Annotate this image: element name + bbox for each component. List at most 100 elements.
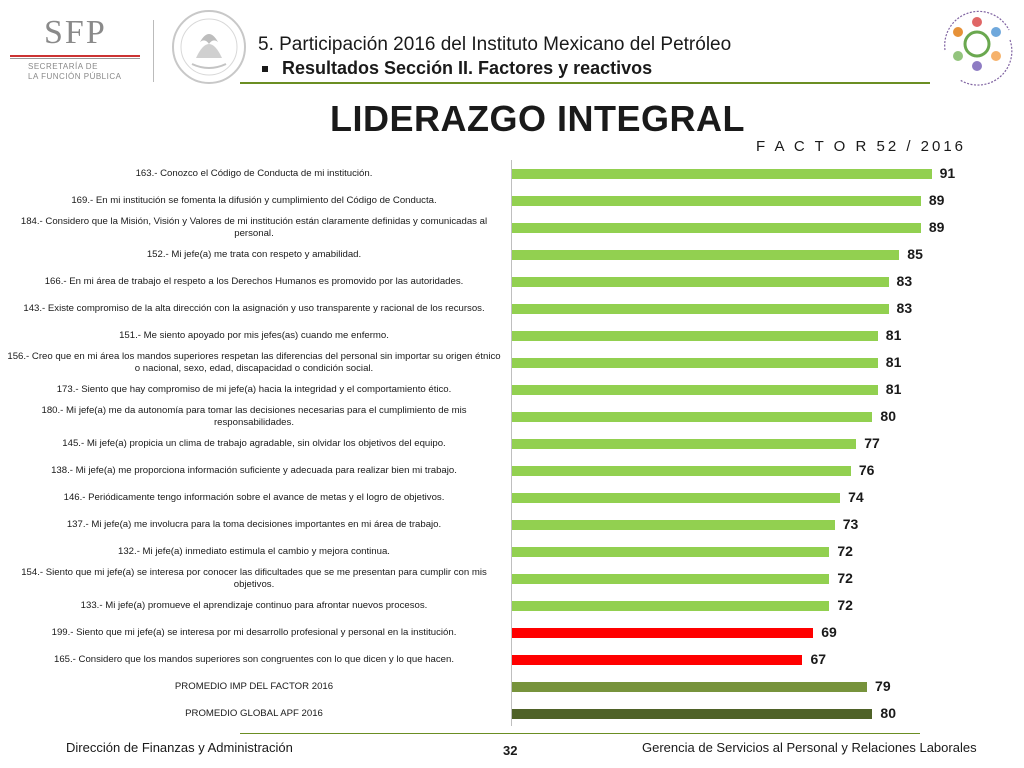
- category-label: 133.- Mi jefe(a) promueve el aprendizaje…: [4, 592, 504, 619]
- category-label: 166.- En mi área de trabajo el respeto a…: [4, 269, 504, 296]
- bar-value-label: 89: [928, 192, 945, 209]
- category-label: 163.- Conozco el Código de Conducta de m…: [4, 161, 504, 188]
- category-label-text: 180.- Mi jefe(a) me da autonomía para to…: [41, 405, 467, 429]
- bar-value-label: 83: [896, 273, 913, 290]
- footer-rule: [240, 733, 920, 734]
- category-label-text: 169.- En mi institución se fomenta la di…: [71, 195, 437, 207]
- bar: [512, 546, 830, 557]
- bar: [512, 519, 835, 530]
- category-label-text: 163.- Conozco el Código de Conducta de m…: [135, 168, 373, 180]
- category-label-text: 151.- Me siento apoyado por mis jefes(as…: [119, 330, 389, 342]
- category-label-text: 137.- Mi jefe(a) me involucra para la to…: [66, 518, 442, 530]
- category-label: PROMEDIO IMP DEL FACTOR 2016: [4, 673, 504, 700]
- bar-value-label: 81: [885, 381, 902, 398]
- category-label-text: 145.- Mi jefe(a) propicia un clima de tr…: [62, 437, 446, 449]
- category-label: PROMEDIO GLOBAL APF 2016: [4, 700, 504, 727]
- category-label: 165.- Considero que los mandos superiore…: [4, 646, 504, 673]
- bar: [512, 627, 814, 638]
- bar-value-label: 89: [928, 219, 945, 236]
- bar-value-label: 83: [896, 300, 913, 317]
- sfp-logo-subtitle-1: SECRETARÍA DE: [28, 62, 98, 71]
- bar-value-label: 69: [821, 623, 837, 640]
- category-label: 151.- Me siento apoyado por mis jefes(as…: [4, 323, 504, 350]
- footer-department: Dirección de Finanzas y Administración: [66, 740, 293, 755]
- category-label: 173.- Siento que hay compromiso de mi je…: [4, 377, 504, 404]
- bar-value-label: 73: [842, 515, 859, 532]
- mexico-coat-of-arms-icon: [172, 10, 246, 84]
- bar-value-label: 67: [810, 650, 827, 667]
- category-label-text: 132.- Mi jefe(a) inmediato estimula el c…: [118, 545, 390, 557]
- bar: [512, 169, 932, 180]
- category-label: 180.- Mi jefe(a) me da autonomía para to…: [4, 404, 504, 431]
- category-label-text: 146.- Periódicamente tengo información s…: [63, 491, 445, 503]
- bar: [512, 708, 873, 719]
- sfp-logo-rule-thin: [10, 58, 140, 59]
- bullet-icon: [262, 66, 268, 73]
- bar-value-label: 74: [848, 488, 864, 505]
- sfp-logo-letters: SFP: [44, 14, 107, 51]
- category-label-text: 166.- En mi área de trabajo el respeto a…: [44, 276, 464, 288]
- category-label-text: 138.- Mi jefe(a) me proporciona informac…: [51, 464, 457, 476]
- category-label-text: 199.- Siento que mi jefe(a) se interesa …: [51, 626, 457, 638]
- category-label-text: 152.- Mi jefe(a) me trata con respeto y …: [146, 249, 362, 261]
- bar-value-label: 72: [837, 596, 853, 613]
- category-label-text: 156.- Creo que en mi área los mandos sup…: [7, 351, 501, 375]
- sfp-logo-subtitle-2: LA FUNCIÓN PÚBLICA: [28, 72, 122, 81]
- bar: [512, 304, 889, 315]
- category-label: 184.- Considero que la Misión, Visión y …: [4, 215, 504, 242]
- norma-igualdad-logo-icon: [944, 10, 1013, 86]
- report-section-subtitle-text: Resultados Sección II. Factores y reacti…: [282, 58, 653, 78]
- category-label: 152.- Mi jefe(a) me trata con respeto y …: [4, 242, 504, 269]
- bar-value-label: 72: [837, 542, 853, 559]
- bar-value-label: 80: [880, 408, 896, 425]
- category-label-text: 184.- Considero que la Misión, Visión y …: [20, 216, 488, 240]
- bar-value-label: 81: [885, 327, 902, 344]
- category-label: 156.- Creo que en mi área los mandos sup…: [4, 350, 504, 377]
- header-rule: [240, 82, 930, 84]
- bar-value-label: 91: [939, 165, 956, 182]
- category-label: 199.- Siento que mi jefe(a) se interesa …: [4, 619, 504, 646]
- category-label-text: PROMEDIO IMP DEL FACTOR 2016: [174, 680, 334, 692]
- bar: [512, 439, 857, 449]
- category-label: 138.- Mi jefe(a) me proporciona informac…: [4, 457, 504, 484]
- chart-subtitle: F A C T O R 52 / 2016: [756, 138, 967, 155]
- bar: [512, 681, 868, 692]
- category-label: 154.- Siento que mi jefe(a) se interesa …: [4, 565, 504, 592]
- report-section-title: 5. Participación 2016 del Instituto Mexi…: [258, 34, 732, 55]
- bar: [512, 573, 830, 584]
- category-label-text: 143.- Existe compromiso de la alta direc…: [23, 303, 485, 315]
- bar-chart: 163.- Conozco el Código de Conducta de m…: [0, 160, 1024, 726]
- bar: [512, 277, 889, 288]
- bar: [512, 331, 878, 342]
- category-label: 146.- Periódicamente tengo información s…: [4, 484, 504, 511]
- category-label: 143.- Existe compromiso de la alta direc…: [4, 296, 504, 323]
- bar-value-label: 80: [880, 704, 896, 721]
- category-label: 169.- En mi institución se fomenta la di…: [4, 188, 504, 215]
- bar: [512, 196, 921, 207]
- bar: [512, 654, 803, 665]
- bar: [512, 412, 873, 423]
- bar-value-label: 77: [864, 435, 880, 451]
- category-label-text: 154.- Siento que mi jefe(a) se interesa …: [21, 566, 487, 590]
- footer-office: Gerencia de Servicios al Personal y Rela…: [642, 740, 977, 755]
- bar: [512, 358, 878, 369]
- chart-axis: [511, 160, 512, 726]
- sfp-logo-rule: [10, 55, 140, 57]
- bar: [512, 250, 900, 261]
- sfp-logo: SFP SECRETARÍA DE LA FUNCIÓN PÚBLICA: [6, 14, 146, 84]
- bar: [512, 223, 921, 234]
- chart-title: LIDERAZGO INTEGRAL: [330, 98, 745, 139]
- category-label-text: PROMEDIO GLOBAL APF 2016: [185, 707, 323, 719]
- report-section-subtitle: Resultados Sección II. Factores y reacti…: [262, 58, 652, 79]
- bar-value-label: 72: [837, 569, 853, 586]
- category-label-text: 173.- Siento que hay compromiso de mi je…: [56, 384, 452, 396]
- bar: [512, 600, 830, 611]
- category-label: 145.- Mi jefe(a) propicia un clima de tr…: [4, 431, 504, 458]
- category-label-text: 165.- Considero que los mandos superiore…: [54, 653, 454, 665]
- bar: [512, 385, 878, 396]
- page-number: 32: [503, 743, 518, 758]
- category-label-text: 133.- Mi jefe(a) promueve el aprendizaje…: [80, 599, 428, 611]
- header-separator: [153, 20, 154, 82]
- bar: [512, 492, 841, 503]
- header: SFP SECRETARÍA DE LA FUNCIÓN PÚBLICA 5. …: [0, 0, 1024, 95]
